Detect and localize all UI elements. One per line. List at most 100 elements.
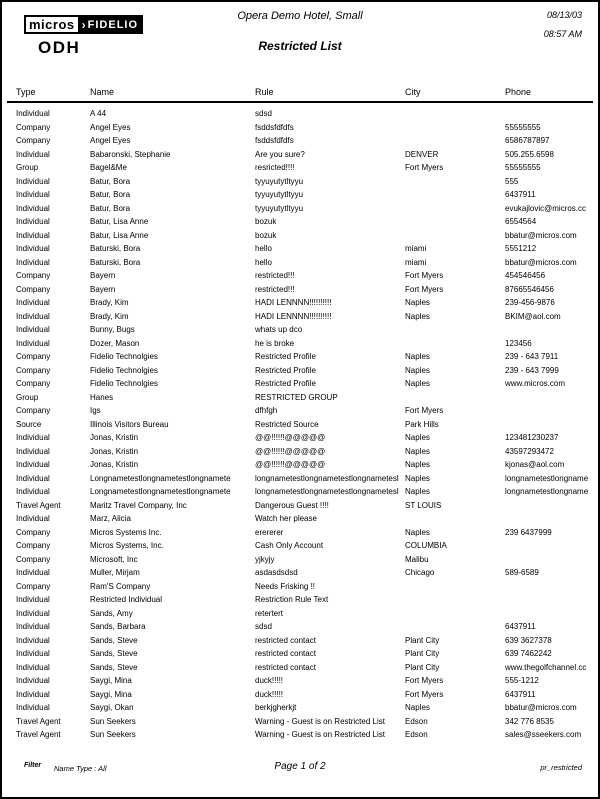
cell-type: Individual [16,689,50,699]
cell-name: Micros Systems, Inc. [90,541,164,550]
cell-type: Individual [16,109,50,118]
cell-city: Naples [405,703,430,712]
cell-phone: 239 - 643 7911 [505,352,559,361]
cell-rule: longnametestlongnametestlongnametesl [255,487,399,496]
cell-phone: BKIM@aol.com [505,311,561,321]
cell-type: Individual [16,446,50,456]
cell-city: Naples [405,298,430,307]
cell-rule: Warning - Guest is on Restricted List [255,716,385,726]
cell-type: Company [16,406,51,415]
cell-city: Naples [405,527,430,537]
cell-rule: sdsd [255,622,272,631]
table-header: Type Name Rule City Phone [7,86,593,103]
cell-type: Individual [16,595,50,604]
cell-phone: 555 [505,176,519,186]
cell-type: Individual [16,608,50,618]
cell-rule: Restricted Profile [255,365,316,375]
cell-city: Naples [405,352,430,361]
cell-name: Ram'S Company [90,581,151,591]
cell-name: Brady, Kim [90,298,129,307]
cell-phone: 454546456 [505,271,546,280]
cell-rule: erererer [255,527,284,537]
cell-phone: 6586787897 [505,136,550,145]
cell-phone: longnametestlongname [505,473,589,483]
cell-rule: Cash Only Account [255,541,324,550]
cell-name: Batur, Lisa Anne [90,230,149,240]
cell-name: Fidelio Technolgies [90,352,158,361]
cell-type: Company [16,352,51,361]
table-row: Company Micros Systems Inc. erererer Naples… [2,526,598,540]
table-row: Travel Agent Sun Seekers Warning - Guest i… [2,715,598,729]
cell-name: Sands, Steve [90,649,138,658]
column-header-city: City [405,87,421,97]
cell-rule: HADI LENNNN!!!!!!!!!! [255,311,332,321]
cell-name: A 44 [90,109,107,118]
table-row: Individual Batur, Bora tyyuyutytltyyu 555 [2,175,598,189]
cell-type: Individual [16,311,50,321]
cell-name: Batur, Bora [90,176,131,186]
cell-name: Baturski, Bora [90,244,141,253]
cell-phone: 589-6589 [505,568,539,577]
table-row: Group Bagel&Me resricted!!!! Fort Myers 5555… [2,161,598,175]
cell-rule: retertert [255,608,284,618]
cell-city: Edson [405,716,428,726]
micros-logo-text: micros [24,15,80,34]
cell-name: Bunny, Bugs [90,325,135,334]
cell-type: Travel Agent [16,500,61,510]
table-row: Individual Sands, Steve restricted contact… [2,647,598,661]
cell-type: Individual [16,460,50,469]
cell-city: Naples [405,487,430,496]
cell-rule: Restricted Source [255,419,319,429]
cell-type: Individual [16,203,50,213]
table-row: Individual Bunny, Bugs whats up dco [2,323,598,337]
table-row: Company Ram'S Company Needs Frisking !! [2,580,598,594]
table-row: Company Bayern restricted!!! Fort Myers 4545… [2,269,598,283]
cell-name: Microsoft, Inc [90,554,138,564]
cell-city: Naples [405,460,430,469]
table-row: Individual Batur, Lisa Anne bozuk 6554564 [2,215,598,229]
cell-name: Brady, Kim [90,311,129,321]
hotel-name: Opera Demo Hotel, Small [237,10,363,22]
cell-phone: 555-1212 [505,676,539,685]
cell-rule: Are you sure? [255,149,305,159]
table-row: Individual A 44 sdsd [2,107,598,121]
cell-city: Naples [405,311,430,321]
cell-name: Illinois Visitors Bureau [90,419,169,429]
cell-phone: bbatur@micros.com [505,703,577,712]
cell-name: Angel Eyes [90,122,131,132]
cell-phone: kjonas@aol.com [505,460,565,469]
cell-type: Individual [16,338,50,348]
table-row: Individual Sands, Barbara sdsd 6437911 [2,620,598,634]
table-row: Individual Sands, Amy retertert [2,607,598,621]
cell-city: miami [405,257,427,267]
table-row: Individual Batur, Bora tyyuyutytltyyu evuka… [2,202,598,216]
cell-rule: duck!!!!! [255,689,284,699]
table-row: Individual Brady, Kim HADI LENNNN!!!!!!!!!… [2,310,598,324]
cell-type: Travel Agent [16,716,61,726]
cell-phone: 55555555 [505,163,541,172]
cell-rule: Restricted Profile [255,379,316,388]
table-row: Individual Sands, Steve restricted contact… [2,634,598,648]
cell-name: Jonas, Kristin [90,460,139,469]
cell-rule: @@!!!!!!@@@@@ [255,433,326,442]
cell-rule: whats up dco [255,325,303,334]
cell-rule: Warning - Guest is on Restricted List [255,730,385,739]
table-row: Company Angel Eyes fsddsfdfdfs 55555555 [2,121,598,135]
table-row: Company Bayern restricted!!! Fort Myers 8766… [2,283,598,297]
table-row: Individual Sands, Steve restricted contact… [2,661,598,675]
cell-name: Maritz Travel Company, Inc [90,500,187,510]
fidelio-label: FIDELIO [87,18,139,31]
table-row: Individual Jonas, Kristin @@!!!!!!@@@@@ Nap… [2,431,598,445]
cell-type: Individual [16,487,50,496]
fidelio-logo-text: › FIDELIO [79,15,144,34]
cell-city: Park Hills [405,419,439,429]
cell-type: Individual [16,662,50,672]
cell-type: Individual [16,325,50,334]
cell-phone: 239 - 643 7999 [505,365,559,375]
cell-rule: RESTRICTED GROUP [255,392,338,402]
cell-rule: yjkyjy [255,554,275,564]
cell-phone: 239 6437999 [505,527,552,537]
table-row: Travel Agent Maritz Travel Company, Inc Da… [2,499,598,513]
column-header-rule: Rule [255,87,274,97]
report-date: 08/13/03 [546,10,582,20]
